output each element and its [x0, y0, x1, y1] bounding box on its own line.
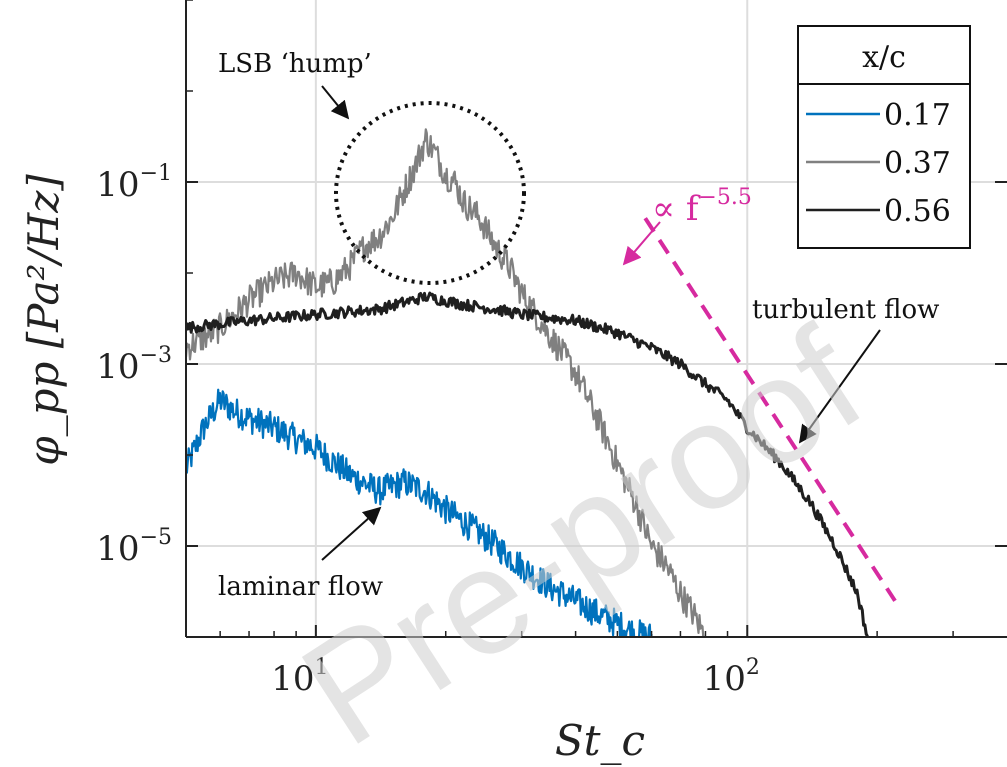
slope-label: ∝ f−5.5: [652, 185, 752, 229]
hump-arrow: [321, 85, 350, 120]
hump-label: LSB ‘hump’: [218, 49, 372, 79]
y-axis-title: φ_pp [Pa²/Hz]: [19, 174, 68, 466]
grid: [186, 0, 1007, 637]
turbulent-arrow: [798, 329, 881, 444]
y-tick-label: 10−5: [96, 525, 172, 569]
axis-ticks: 101 102 10−1 10−3 10−5: [96, 0, 1007, 699]
hump-circle: [334, 101, 526, 285]
slope-arrow: [622, 221, 661, 266]
hump-annotation: LSB ‘hump’: [218, 49, 526, 285]
y-tick-label: 10−3: [96, 343, 172, 387]
series-line-0.37: [186, 128, 705, 637]
slope-annotation: ∝ f−5.5: [622, 185, 752, 266]
laminar-arrow: [321, 506, 382, 561]
x-tick-label: 102: [703, 655, 760, 699]
turbulent-label: turbulent flow: [752, 295, 939, 325]
series-line-0.17: [186, 388, 653, 637]
x-axis-title: St_c: [555, 716, 645, 765]
legend: x/c 0.17 0.37 0.56: [797, 25, 971, 249]
series-group: [186, 128, 869, 637]
watermark: Pre-proof: [274, 295, 890, 767]
legend-title: x/c: [862, 40, 906, 75]
x-tick-label: 101: [271, 655, 328, 699]
turbulent-annotation: turbulent flow: [752, 295, 939, 444]
legend-entry-label: 0.37: [884, 146, 951, 181]
y-tick-label: 10−1: [96, 161, 172, 205]
laminar-label: laminar flow: [218, 572, 383, 602]
legend-entries: 0.17 0.37 0.56: [806, 98, 951, 229]
laminar-annotation: laminar flow: [218, 506, 383, 602]
legend-entry-label: 0.56: [884, 194, 951, 229]
series-line-0.56: [186, 291, 869, 637]
legend-entry-label: 0.17: [884, 98, 951, 133]
slope-label-exp: −5.5: [698, 185, 751, 210]
